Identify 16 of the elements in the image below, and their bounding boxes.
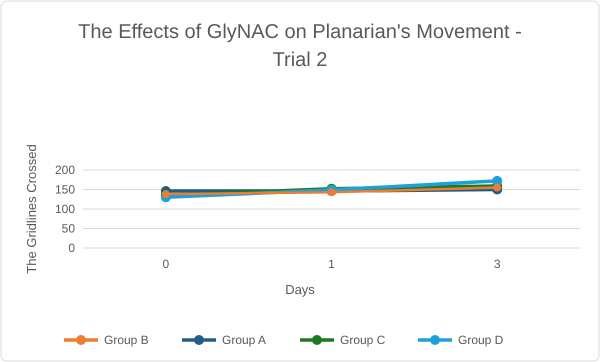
y-tick-label: 50 [62,222,76,236]
legend-label: Group A [222,333,266,348]
x-tick-label: 1 [328,257,336,271]
y-tick-label: 100 [54,202,76,216]
x-axis-title: Days [285,282,316,297]
x-tick-label: 0 [162,257,170,271]
y-axis-title: The Gridlines Crossed [24,144,39,274]
y-tick-label: 150 [54,182,76,197]
y-tick-label: 0 [68,241,76,256]
legend-label: Group B [104,333,149,348]
x-tick-label: 3 [494,257,501,271]
legend-label: Group D [458,333,504,348]
point [493,184,502,192]
y-tick-label: 200 [54,163,76,178]
chart-title: The Effects of GlyNAC on Planarian's Movement - Trial 2 [78,21,522,71]
legend-label: Group C [340,333,386,348]
